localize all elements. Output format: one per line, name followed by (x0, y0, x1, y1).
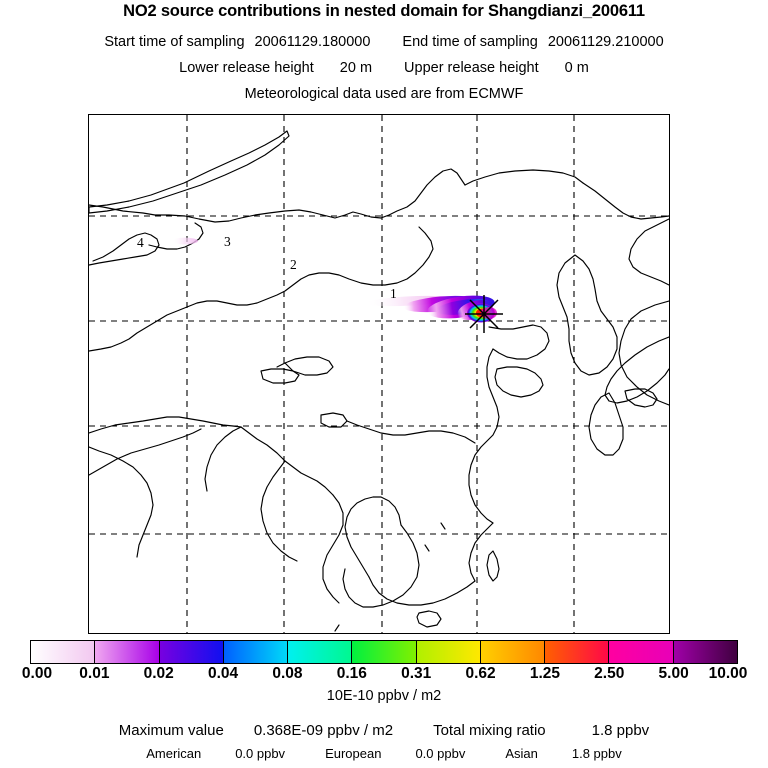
colorbar-tick-1: 0.01 (79, 665, 110, 682)
met-data-note: Meteorological data used are from ECMWF (244, 86, 524, 102)
plume-wisp-far (172, 237, 198, 245)
colorbar-segment-9 (609, 641, 674, 663)
european-label: European (325, 746, 382, 761)
colorbar-tick-3: 0.04 (207, 665, 239, 682)
plume-concentration-field (172, 237, 497, 323)
colorbar-tick-6: 0.31 (401, 665, 432, 682)
colorbar-unit-label: 10E-10 ppbv / m2 (326, 688, 442, 704)
lower-release-height-label: Lower release height (179, 60, 314, 76)
colorbar-segment-5 (352, 641, 417, 663)
colorbar-tick-0: 0.00 (21, 665, 53, 682)
colorbar-tick-7: 0.62 (465, 665, 496, 682)
colorbar[interactable] (30, 640, 738, 664)
asian-label: Asian (505, 746, 538, 761)
upper-release-height-value: 0 m (564, 60, 589, 76)
colorbar-tick-8: 1.25 (529, 665, 560, 682)
trajectory-label-1: 1 (390, 286, 397, 301)
map-gridlines (89, 115, 669, 633)
colorbar-tick-5: 0.16 (336, 665, 367, 682)
trajectory-label-4: 4 (137, 235, 144, 250)
colorbar-segment-2 (159, 641, 224, 663)
page-title: NO2 source contributions in nested domai… (123, 2, 645, 20)
european-value: 0.0 ppbv (415, 746, 466, 761)
colorbar-segment-6 (416, 641, 481, 663)
summary-row: Maximum value 0.368E-09 ppbv / m2 Total … (0, 722, 768, 739)
colorbar-tick-11: 10.00 (708, 665, 748, 682)
maximum-value-label: Maximum value (118, 722, 224, 739)
total-mixing-ratio-value: 1.8 ppbv (591, 722, 650, 739)
dispersion-map[interactable]: 1 2 3 4 (88, 114, 670, 634)
colorbar-segment-4 (288, 641, 353, 663)
asian-value: 1.8 ppbv (571, 746, 622, 761)
trajectory-label-2: 2 (290, 257, 297, 272)
region-contribution-row: American 0.0 ppbv European 0.0 ppbv Asia… (0, 746, 768, 761)
upper-release-height-label: Upper release height (404, 60, 539, 76)
colorbar-tick-2: 0.02 (143, 665, 174, 682)
colorbar-segment-0 (31, 641, 96, 663)
colorbar-tick-10: 5.00 (658, 665, 689, 682)
coastlines (89, 130, 669, 632)
colorbar-segment-3 (223, 641, 289, 663)
colorbar-segment-10 (673, 641, 737, 663)
end-time-value: 20061129.210000 (547, 34, 664, 50)
start-time-value: 20061129.180000 (254, 34, 371, 50)
colorbar-segment-1 (95, 641, 160, 663)
colorbar-tick-4: 0.08 (272, 665, 303, 682)
maximum-value: 0.368E-09 ppbv / m2 (253, 722, 394, 739)
sampling-time-row: Start time of sampling 20061129.180000 E… (0, 34, 768, 50)
lower-release-height-value: 20 m (339, 60, 373, 76)
colorbar-tick-labels: 0.00 0.01 0.02 0.04 0.08 0.16 0.31 0.62 1.25 2.50… (0, 666, 768, 686)
colorbar-segment-8 (545, 641, 610, 663)
end-time-label: End time of sampling (402, 34, 538, 50)
release-height-row: Lower release height 20 m Upper release … (0, 60, 768, 76)
release-point-star (465, 295, 503, 333)
start-time-label: Start time of sampling (104, 34, 245, 50)
american-value: 0.0 ppbv (235, 746, 286, 761)
american-label: American (146, 746, 202, 761)
trajectory-label-3: 3 (224, 234, 231, 249)
total-mixing-ratio-label: Total mixing ratio (433, 722, 546, 739)
colorbar-tick-9: 2.50 (594, 665, 625, 682)
colorbar-segment-7 (480, 641, 546, 663)
